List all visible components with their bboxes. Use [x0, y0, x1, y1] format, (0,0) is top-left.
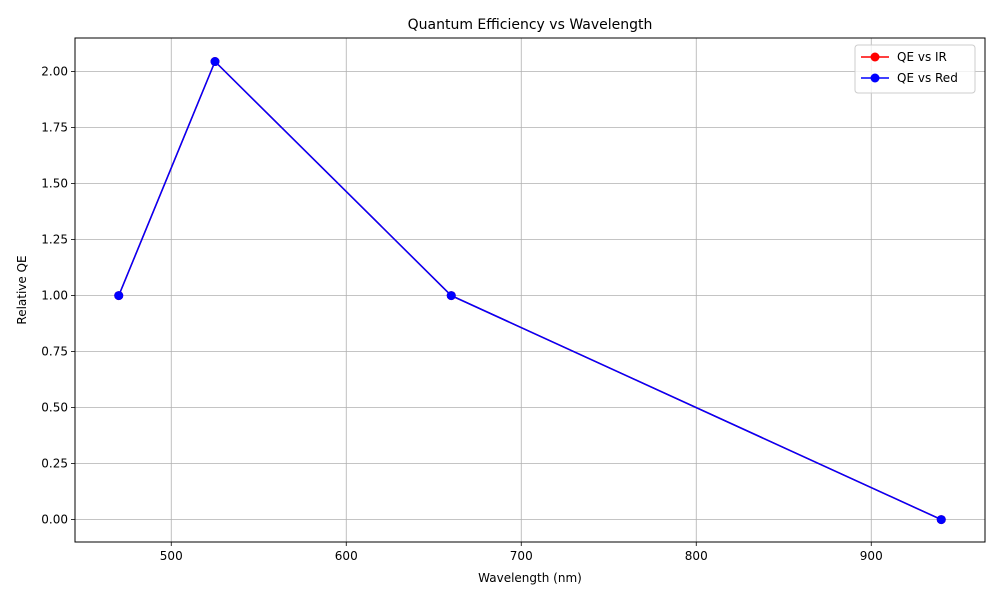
- y-tick-label: 1.50: [41, 177, 68, 191]
- series-layer: [114, 57, 946, 525]
- x-tick-label: 500: [160, 549, 183, 563]
- legend-label: QE vs Red: [897, 71, 958, 85]
- y-tick-label: 0.50: [41, 401, 68, 415]
- legend-item: QE vs Red: [861, 71, 958, 85]
- data-point: [114, 291, 124, 301]
- y-tick-label: 1.00: [41, 289, 68, 303]
- x-tick-label: 700: [510, 549, 533, 563]
- ticks: 500 600 700 800 900 0.00 0.25 0.50 0.75 1.00 1.25 1…: [41, 65, 882, 563]
- data-point: [936, 515, 946, 525]
- x-tick-label: 800: [685, 549, 708, 563]
- plot-frame: [74, 37, 986, 543]
- y-tick-label: 1.75: [41, 121, 68, 135]
- y-tick-label: 2.00: [41, 65, 68, 79]
- y-axis-title: Relative QE: [15, 255, 29, 324]
- y-tick-label: 0.00: [41, 513, 68, 527]
- data-point: [446, 291, 456, 301]
- legend: QE vs IR QE vs Red: [854, 44, 976, 94]
- grid: [75, 38, 985, 542]
- legend-marker: [870, 73, 880, 83]
- series-1: [114, 57, 946, 525]
- legend-item: QE vs IR: [861, 50, 947, 64]
- y-tick-label: 1.25: [41, 233, 68, 247]
- x-axis-title: Wavelength (nm): [478, 571, 582, 585]
- legend-marker: [870, 52, 880, 62]
- x-tick-label: 600: [335, 549, 358, 563]
- legend-label: QE vs IR: [897, 50, 947, 64]
- series-line: [118, 60, 942, 521]
- series-2: [114, 57, 946, 525]
- y-tick-label: 0.75: [41, 345, 68, 359]
- y-tick-label: 0.25: [41, 457, 68, 471]
- data-point: [210, 57, 220, 67]
- chart-title: Quantum Efficiency vs Wavelength: [408, 17, 653, 33]
- x-tick-label: 900: [860, 549, 883, 563]
- series-line: [118, 60, 942, 521]
